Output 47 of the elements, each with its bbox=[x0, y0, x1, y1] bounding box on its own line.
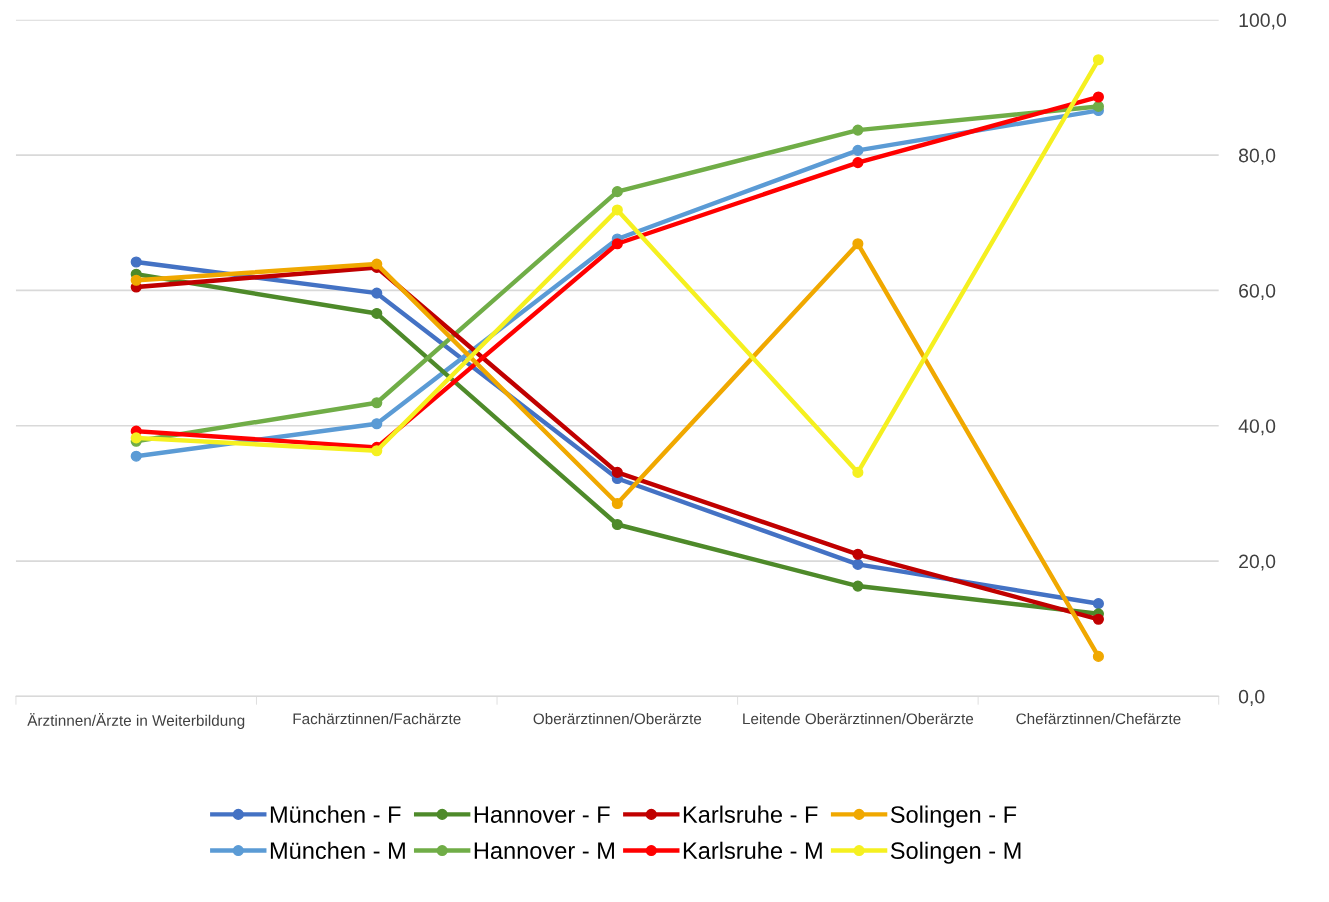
point bbox=[130, 256, 142, 268]
x-tick-label: Leitende Oberärztinnen/Oberärzte bbox=[743, 713, 974, 725]
point bbox=[852, 238, 864, 250]
y-tick-label: 80,0 bbox=[1238, 148, 1276, 165]
x-tick-label: Fachärztinnen/Fachärzte bbox=[293, 713, 461, 725]
point bbox=[1092, 650, 1104, 662]
point bbox=[611, 186, 623, 198]
point bbox=[852, 580, 864, 592]
point bbox=[852, 157, 864, 169]
legend-label: Karlsruhe - F bbox=[683, 805, 818, 823]
y-tick-label: 100,0 bbox=[1239, 13, 1287, 30]
point bbox=[611, 497, 623, 510]
point bbox=[852, 466, 864, 478]
y-tick-label: 60,0 bbox=[1239, 283, 1276, 300]
point bbox=[371, 418, 383, 430]
legend-label: Solingen - M bbox=[890, 841, 1021, 864]
point bbox=[1092, 613, 1104, 625]
point bbox=[1092, 100, 1104, 112]
point bbox=[371, 445, 383, 457]
point bbox=[611, 518, 623, 531]
point bbox=[611, 204, 623, 216]
point bbox=[1092, 54, 1104, 66]
point bbox=[852, 548, 864, 560]
point bbox=[130, 274, 142, 286]
point bbox=[852, 144, 864, 156]
legend-label: Hannover - F bbox=[474, 806, 610, 823]
legend-label: München - M bbox=[270, 841, 405, 860]
legend-label: München - F bbox=[270, 805, 401, 823]
legend-label: Hannover - M bbox=[474, 842, 614, 860]
x-tick-label: Oberärztinnen/Oberärzte bbox=[533, 713, 702, 725]
y-tick-label: 0,0 bbox=[1238, 689, 1265, 706]
point bbox=[1092, 598, 1104, 610]
legend-label: Karlsruhe - M bbox=[683, 841, 822, 860]
point bbox=[611, 238, 623, 250]
point bbox=[852, 558, 864, 570]
point bbox=[130, 450, 142, 462]
point bbox=[1092, 91, 1104, 103]
point bbox=[371, 307, 383, 320]
y-tick-label: 20,0 bbox=[1239, 554, 1276, 571]
point bbox=[611, 466, 623, 478]
point bbox=[852, 124, 864, 136]
x-tick-label: Ärztinnen/Ärzte in Weiterbildung bbox=[27, 713, 245, 729]
point bbox=[371, 287, 383, 299]
x-tick-label: Chefärztinnen/Chefärzte bbox=[1016, 713, 1181, 725]
legend-label: Solingen - F bbox=[890, 805, 1017, 828]
y-tick-label: 40,0 bbox=[1238, 419, 1276, 436]
point bbox=[371, 397, 383, 409]
